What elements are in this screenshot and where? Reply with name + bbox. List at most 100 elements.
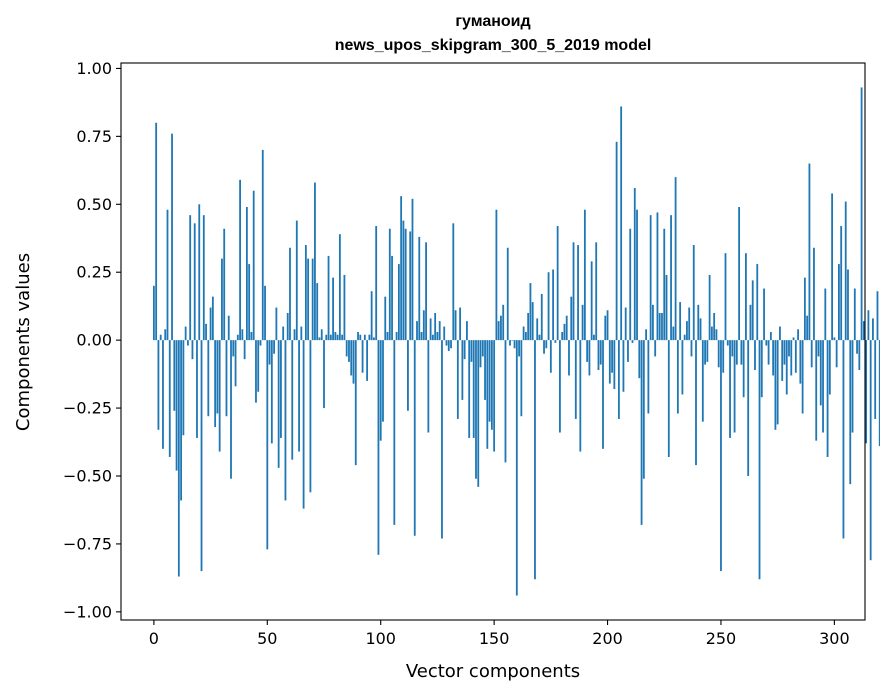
bar-131 <box>450 340 452 349</box>
bar-161 <box>518 340 520 357</box>
bar-279 <box>785 340 788 395</box>
bar-216 <box>642 340 645 479</box>
bar-48 <box>261 149 264 341</box>
bar-212 <box>633 187 636 341</box>
bar-213 <box>636 209 638 341</box>
bar-7 <box>168 340 171 457</box>
bar-224 <box>661 312 663 341</box>
bar-232 <box>679 302 682 341</box>
bar-315 <box>867 310 870 341</box>
bar-59 <box>286 312 289 341</box>
bar-149 <box>490 340 493 430</box>
bar-94 <box>366 340 369 381</box>
bar-57 <box>282 326 285 341</box>
bar-190 <box>583 209 586 341</box>
bar-25 <box>209 307 212 341</box>
bar-75 <box>323 340 325 409</box>
bar-148 <box>488 340 491 422</box>
bar-274 <box>774 340 777 430</box>
bar-243 <box>704 340 706 365</box>
bar-41 <box>245 207 248 341</box>
bar-172 <box>543 340 545 354</box>
bar-103 <box>386 331 389 341</box>
bar-86 <box>348 340 350 362</box>
bar-27 <box>214 340 217 428</box>
bar-81 <box>336 334 339 341</box>
bar-52 <box>270 340 273 444</box>
bar-277 <box>781 340 784 381</box>
bar-12 <box>180 340 183 501</box>
bar-150 <box>493 340 496 452</box>
bar-177 <box>554 340 557 343</box>
bar-302 <box>838 264 840 341</box>
bar-118 <box>420 331 423 341</box>
bar-79 <box>332 277 334 341</box>
y-axis-label: Components values <box>13 253 34 431</box>
bar-164 <box>524 331 527 341</box>
bar-239 <box>695 340 697 466</box>
bar-116 <box>416 321 418 341</box>
x-tick-label: 50 <box>257 629 277 648</box>
x-tick-label: 0 <box>149 629 159 648</box>
bar-1 <box>155 122 158 341</box>
bar-102 <box>384 296 387 341</box>
bar-135 <box>459 307 462 341</box>
bar-9 <box>173 340 176 411</box>
bar-204 <box>615 141 618 341</box>
x-tick-label: 200 <box>592 629 623 648</box>
bar-157 <box>509 340 511 346</box>
bar-178 <box>556 226 559 341</box>
y-tick-label: 0.75 <box>76 127 112 146</box>
bar-303 <box>840 226 843 341</box>
bar-318 <box>874 340 877 419</box>
bar-85 <box>345 340 348 357</box>
bar-4 <box>162 340 164 449</box>
bar-155 <box>504 340 507 463</box>
bar-209 <box>627 340 629 362</box>
bar-117 <box>418 236 421 341</box>
bar-23 <box>205 323 207 341</box>
bar-82 <box>338 234 341 341</box>
bar-147 <box>486 340 489 449</box>
bar-262 <box>747 340 750 476</box>
bar-180 <box>561 331 564 341</box>
bar-63 <box>295 220 298 341</box>
bar-169 <box>536 318 539 341</box>
bar-259 <box>740 340 743 365</box>
bar-185 <box>572 242 575 341</box>
bar-248 <box>715 329 718 341</box>
bar-306 <box>847 269 849 341</box>
y-tick-label: −1.00 <box>63 602 112 621</box>
bar-225 <box>663 228 666 341</box>
bar-308 <box>851 340 854 433</box>
bar-207 <box>622 340 625 392</box>
bar-3 <box>159 334 162 341</box>
bar-236 <box>688 307 691 341</box>
bar-158 <box>511 340 514 341</box>
bar-110 <box>402 220 405 341</box>
bar-256 <box>733 340 736 433</box>
chart-title: гуманоид <box>455 13 530 30</box>
bar-316 <box>869 340 872 561</box>
y-tick-label: −0.25 <box>63 399 112 418</box>
bar-136 <box>461 340 464 400</box>
bar-186 <box>574 340 577 419</box>
bar-34 <box>230 340 232 479</box>
bar-201 <box>608 340 611 384</box>
bar-69 <box>309 340 312 493</box>
bar-223 <box>658 312 661 341</box>
bar-92 <box>361 340 364 373</box>
bar-99 <box>377 340 380 555</box>
bar-195 <box>595 242 598 341</box>
bar-198 <box>602 340 604 449</box>
x-tick-label: 250 <box>706 629 737 648</box>
bar-211 <box>631 340 634 343</box>
bar-74 <box>320 329 323 341</box>
bar-281 <box>790 340 793 376</box>
bar-88 <box>352 340 355 384</box>
bar-29 <box>218 340 221 452</box>
bar-133 <box>454 310 457 341</box>
bar-261 <box>745 253 747 341</box>
bar-162 <box>520 340 523 417</box>
bar-263 <box>749 304 752 341</box>
